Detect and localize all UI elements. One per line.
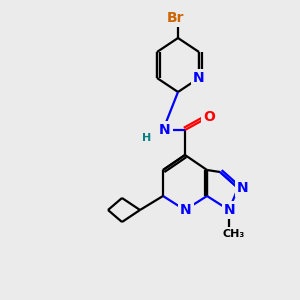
Text: O: O xyxy=(203,110,215,124)
Text: N: N xyxy=(224,203,236,217)
Text: N: N xyxy=(159,123,171,137)
Text: Br: Br xyxy=(167,11,185,25)
Text: N: N xyxy=(180,203,192,217)
Text: N: N xyxy=(237,181,249,195)
Text: N: N xyxy=(193,71,205,85)
Text: H: H xyxy=(142,133,152,143)
Text: CH₃: CH₃ xyxy=(223,229,245,239)
